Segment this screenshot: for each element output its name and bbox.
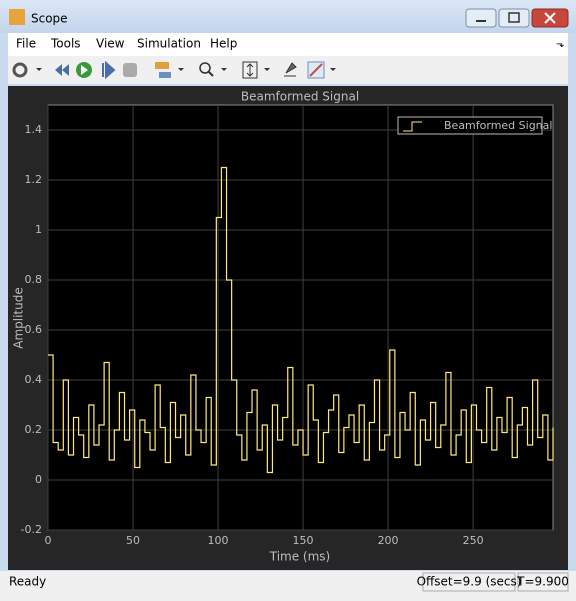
y-tick-label: 0.8 [25, 273, 43, 286]
legend: Beamformed Signal [397, 116, 552, 135]
offset-text: Offset=9.9 (secs) [417, 575, 522, 589]
y-tick-label: 1.4 [25, 123, 43, 136]
y-tick-label: 0.2 [25, 423, 43, 436]
status-text: Ready [9, 575, 46, 589]
menu-item[interactable]: View [96, 37, 125, 51]
app-icon [9, 9, 25, 25]
plot-area [47, 104, 554, 531]
x-tick-label: 250 [463, 534, 484, 547]
status-bar [0, 571, 576, 601]
y-tick-label: 1 [35, 223, 42, 236]
menu-item[interactable]: Help [210, 37, 237, 51]
x-tick-label: 0 [45, 534, 52, 547]
window-title: Scope [31, 12, 68, 26]
legend-swatch [403, 121, 422, 132]
x-tick-label: 100 [208, 534, 229, 547]
y-axis-label: Amplitude [12, 287, 26, 349]
y-tick-label: 0.6 [25, 323, 43, 336]
menu-item[interactable]: File [16, 37, 36, 51]
time-text: T=9.900 [516, 575, 569, 589]
y-tick-label: 0 [35, 473, 42, 486]
toolbar-icons [12, 60, 336, 80]
y-tick-label: 1.2 [25, 173, 43, 186]
menu-bar [8, 33, 568, 56]
signal-line [48, 166, 554, 474]
legend-label: Beamformed Signal [444, 119, 552, 132]
minimize-button[interactable] [465, 8, 497, 28]
chart-title: Beamformed Signal [241, 90, 359, 104]
x-tick-label: 50 [126, 534, 140, 547]
menu-item[interactable]: Simulation [137, 37, 201, 51]
legend-box [397, 116, 543, 135]
x-axis-label: Time (ms) [269, 550, 331, 564]
y-tick-label: -0.2 [21, 523, 42, 536]
menu-item[interactable]: Tools [50, 37, 81, 51]
time-box [517, 572, 569, 592]
maximize-button[interactable] [498, 8, 530, 28]
offset-box [422, 572, 516, 592]
svg-text:⬎: ⬎ [556, 39, 564, 50]
y-tick-label: 0.4 [25, 373, 43, 386]
x-tick-label: 150 [293, 534, 314, 547]
x-tick-label: 200 [378, 534, 399, 547]
